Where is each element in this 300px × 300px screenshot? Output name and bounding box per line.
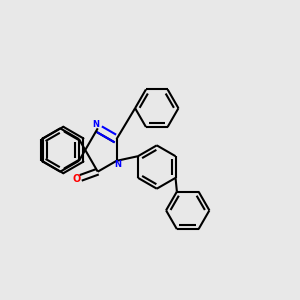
Text: N: N bbox=[93, 120, 100, 129]
Text: O: O bbox=[73, 174, 81, 184]
Text: N: N bbox=[115, 160, 122, 169]
